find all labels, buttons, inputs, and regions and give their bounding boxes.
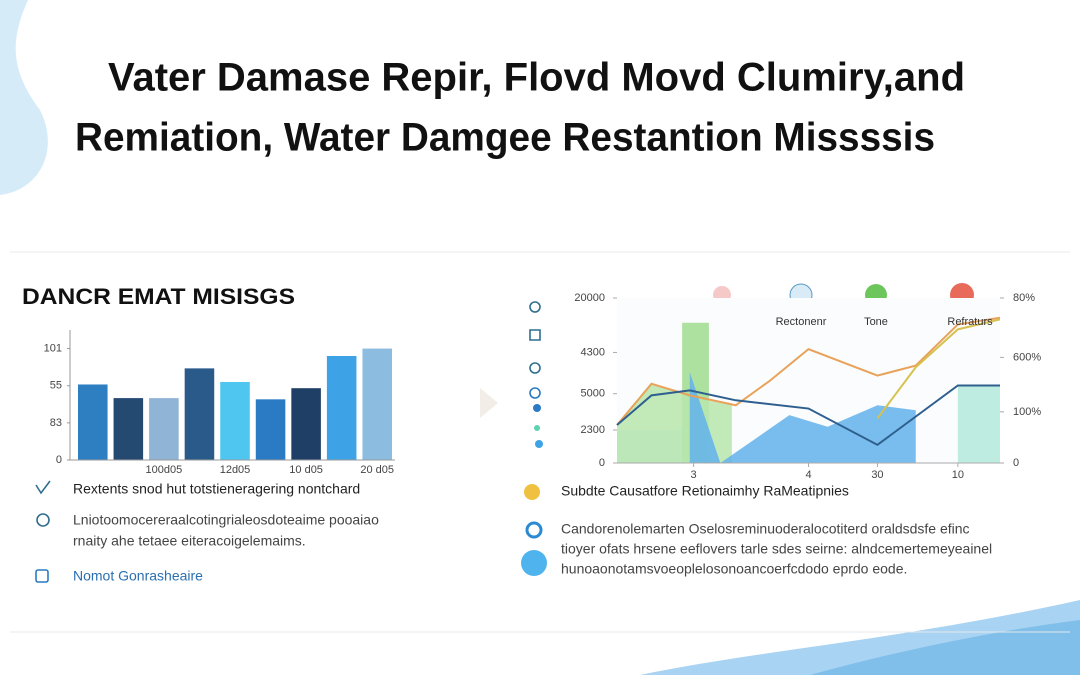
y-tick-label: 5000 (581, 388, 605, 400)
item-text: Lniotoomocereraalcotingrialeosdoteaime p… (73, 512, 379, 528)
y2-tick-label: 600% (1013, 351, 1041, 363)
y-tick-label: 101 (44, 342, 62, 354)
x-tick-label: 10 (952, 469, 964, 481)
y-tick-label: 0 (56, 454, 62, 466)
y2-tick-label: 80% (1013, 292, 1035, 304)
bar (326, 356, 357, 460)
x-tick-label: 4 (805, 469, 811, 481)
item-text: rnaity ahe tetaee eiteracoigelemaims. (73, 533, 306, 549)
dot (534, 425, 540, 431)
y-tick-label: 2300 (581, 424, 605, 436)
y-tick-label: 0 (599, 457, 605, 469)
blob (810, 620, 1080, 675)
item-text: Nomot Gonrasheaire (73, 568, 203, 584)
legend-label: Tone (864, 316, 888, 328)
y-tick-label: 55 (50, 380, 62, 392)
paragraph: Candorenolemarten Oselosreminuoderalocot… (561, 521, 970, 537)
bar (220, 382, 250, 460)
legend-label: Rectonenr (776, 316, 827, 328)
bar (113, 398, 144, 460)
x-tick-label: 3 (691, 469, 697, 481)
x-tick-label: 12d05 (220, 464, 251, 476)
y-tick-label: 83 (50, 417, 62, 429)
dot (535, 440, 543, 448)
headline: Vater Damase Repir, Flovd Movd Clumiry,a… (108, 56, 965, 100)
area (957, 385, 1000, 463)
line (616, 316, 1001, 426)
dot (533, 404, 541, 412)
arrow (480, 388, 498, 418)
panel-title: DANCR EMAT MISISGS (22, 284, 295, 309)
bar (149, 398, 179, 460)
line (616, 384, 1000, 447)
paragraph: tioyer ofats hrsene eeflovers tarle sdes… (561, 541, 992, 557)
x-tick-label: 100d05 (146, 464, 183, 476)
area (689, 372, 916, 463)
item-text: Rextents snod hut totstieneragering nont… (73, 481, 360, 497)
x-tick-label: 30 (871, 469, 883, 481)
bar (362, 348, 392, 460)
bar (291, 388, 321, 460)
icons (35, 301, 541, 583)
y2-tick-label: 0 (1013, 457, 1019, 469)
bar (78, 384, 108, 460)
headline: Remiation, Water Damgee Restantion Misss… (75, 116, 935, 160)
icon (524, 484, 540, 500)
heading: Subdte Causatfore Retionaimhy RaMeatipni… (561, 483, 849, 499)
legend-label: Refraturs (947, 316, 993, 328)
blob (0, 0, 48, 195)
paragraph: hunoaonotamsvoeoplelosonoancoerfcdodo ep… (561, 561, 907, 577)
line (876, 318, 1001, 420)
bar (184, 368, 215, 460)
y-tick-label: 20000 (574, 292, 605, 304)
bar (255, 399, 286, 460)
x-tick-label: 10 d05 (289, 464, 323, 476)
y-tick-label: 4300 (581, 346, 605, 358)
icon (525, 521, 543, 539)
icon (521, 550, 547, 576)
x-tick-label: 20 d05 (360, 464, 394, 476)
y2-tick-label: 100% (1013, 406, 1041, 418)
